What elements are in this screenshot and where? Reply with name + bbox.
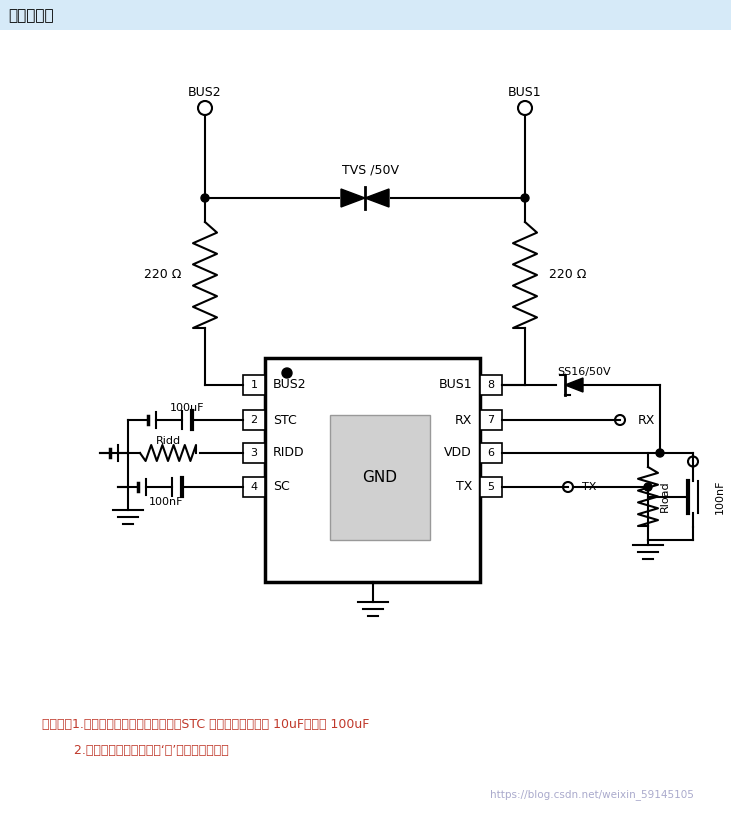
Text: SC: SC bbox=[273, 481, 289, 494]
Polygon shape bbox=[365, 189, 389, 207]
Text: RX: RX bbox=[638, 414, 656, 427]
Text: 6: 6 bbox=[488, 448, 494, 458]
Text: RIDD: RIDD bbox=[273, 446, 305, 459]
Text: TVS /50V: TVS /50V bbox=[341, 163, 398, 176]
Text: 4: 4 bbox=[251, 482, 257, 492]
Text: 1: 1 bbox=[251, 380, 257, 390]
Bar bbox=[243, 443, 265, 463]
Text: GND: GND bbox=[363, 469, 398, 485]
Text: BUS1: BUS1 bbox=[508, 86, 542, 99]
Bar bbox=[480, 375, 502, 395]
Text: Ridd: Ridd bbox=[156, 436, 181, 446]
Text: 100nF: 100nF bbox=[148, 497, 183, 507]
Bar bbox=[0, 0, 731, 30]
Text: 请注意：1.为保证发送数据时系统稳定，STC 外接电容大于等于 10uF，推荐 100uF: 请注意：1.为保证发送数据时系统稳定，STC 外接电容大于等于 10uF，推荐 … bbox=[42, 719, 369, 731]
Bar bbox=[480, 443, 502, 463]
Text: BUS2: BUS2 bbox=[188, 86, 221, 99]
Text: BUS2: BUS2 bbox=[273, 379, 306, 392]
Text: https://blog.csdn.net/weixin_59145105: https://blog.csdn.net/weixin_59145105 bbox=[490, 790, 694, 800]
Text: TX: TX bbox=[582, 482, 596, 492]
Text: 220 Ω: 220 Ω bbox=[143, 268, 181, 282]
Bar bbox=[243, 410, 265, 430]
Text: 7: 7 bbox=[488, 415, 495, 425]
Circle shape bbox=[201, 194, 209, 202]
Text: 8: 8 bbox=[488, 380, 495, 390]
Circle shape bbox=[656, 449, 664, 457]
Text: RX: RX bbox=[455, 414, 472, 427]
Bar bbox=[480, 410, 502, 430]
Text: 100nF: 100nF bbox=[715, 479, 725, 514]
Text: BUS1: BUS1 bbox=[439, 379, 472, 392]
Text: SS16/50V: SS16/50V bbox=[557, 367, 611, 377]
Bar bbox=[243, 375, 265, 395]
Text: 2.背部散热金属片必须接‘地’电位，不能悬空: 2.背部散热金属片必须接‘地’电位，不能悬空 bbox=[42, 743, 229, 756]
Text: 100uF: 100uF bbox=[170, 403, 204, 413]
Text: 2: 2 bbox=[251, 415, 257, 425]
Text: TX: TX bbox=[455, 481, 472, 494]
Bar bbox=[265, 358, 480, 582]
Bar bbox=[243, 477, 265, 497]
Text: 220 Ω: 220 Ω bbox=[549, 268, 586, 282]
Polygon shape bbox=[565, 378, 583, 392]
Bar bbox=[480, 477, 502, 497]
Polygon shape bbox=[341, 189, 365, 207]
Circle shape bbox=[282, 368, 292, 378]
Text: Rload: Rload bbox=[660, 481, 670, 512]
Text: 5: 5 bbox=[488, 482, 494, 492]
Circle shape bbox=[521, 194, 529, 202]
Circle shape bbox=[644, 483, 652, 491]
Text: VDD: VDD bbox=[444, 446, 472, 459]
Text: 典型应用图: 典型应用图 bbox=[8, 8, 53, 24]
Text: 3: 3 bbox=[251, 448, 257, 458]
Bar bbox=[330, 415, 430, 540]
Text: STC: STC bbox=[273, 414, 297, 427]
